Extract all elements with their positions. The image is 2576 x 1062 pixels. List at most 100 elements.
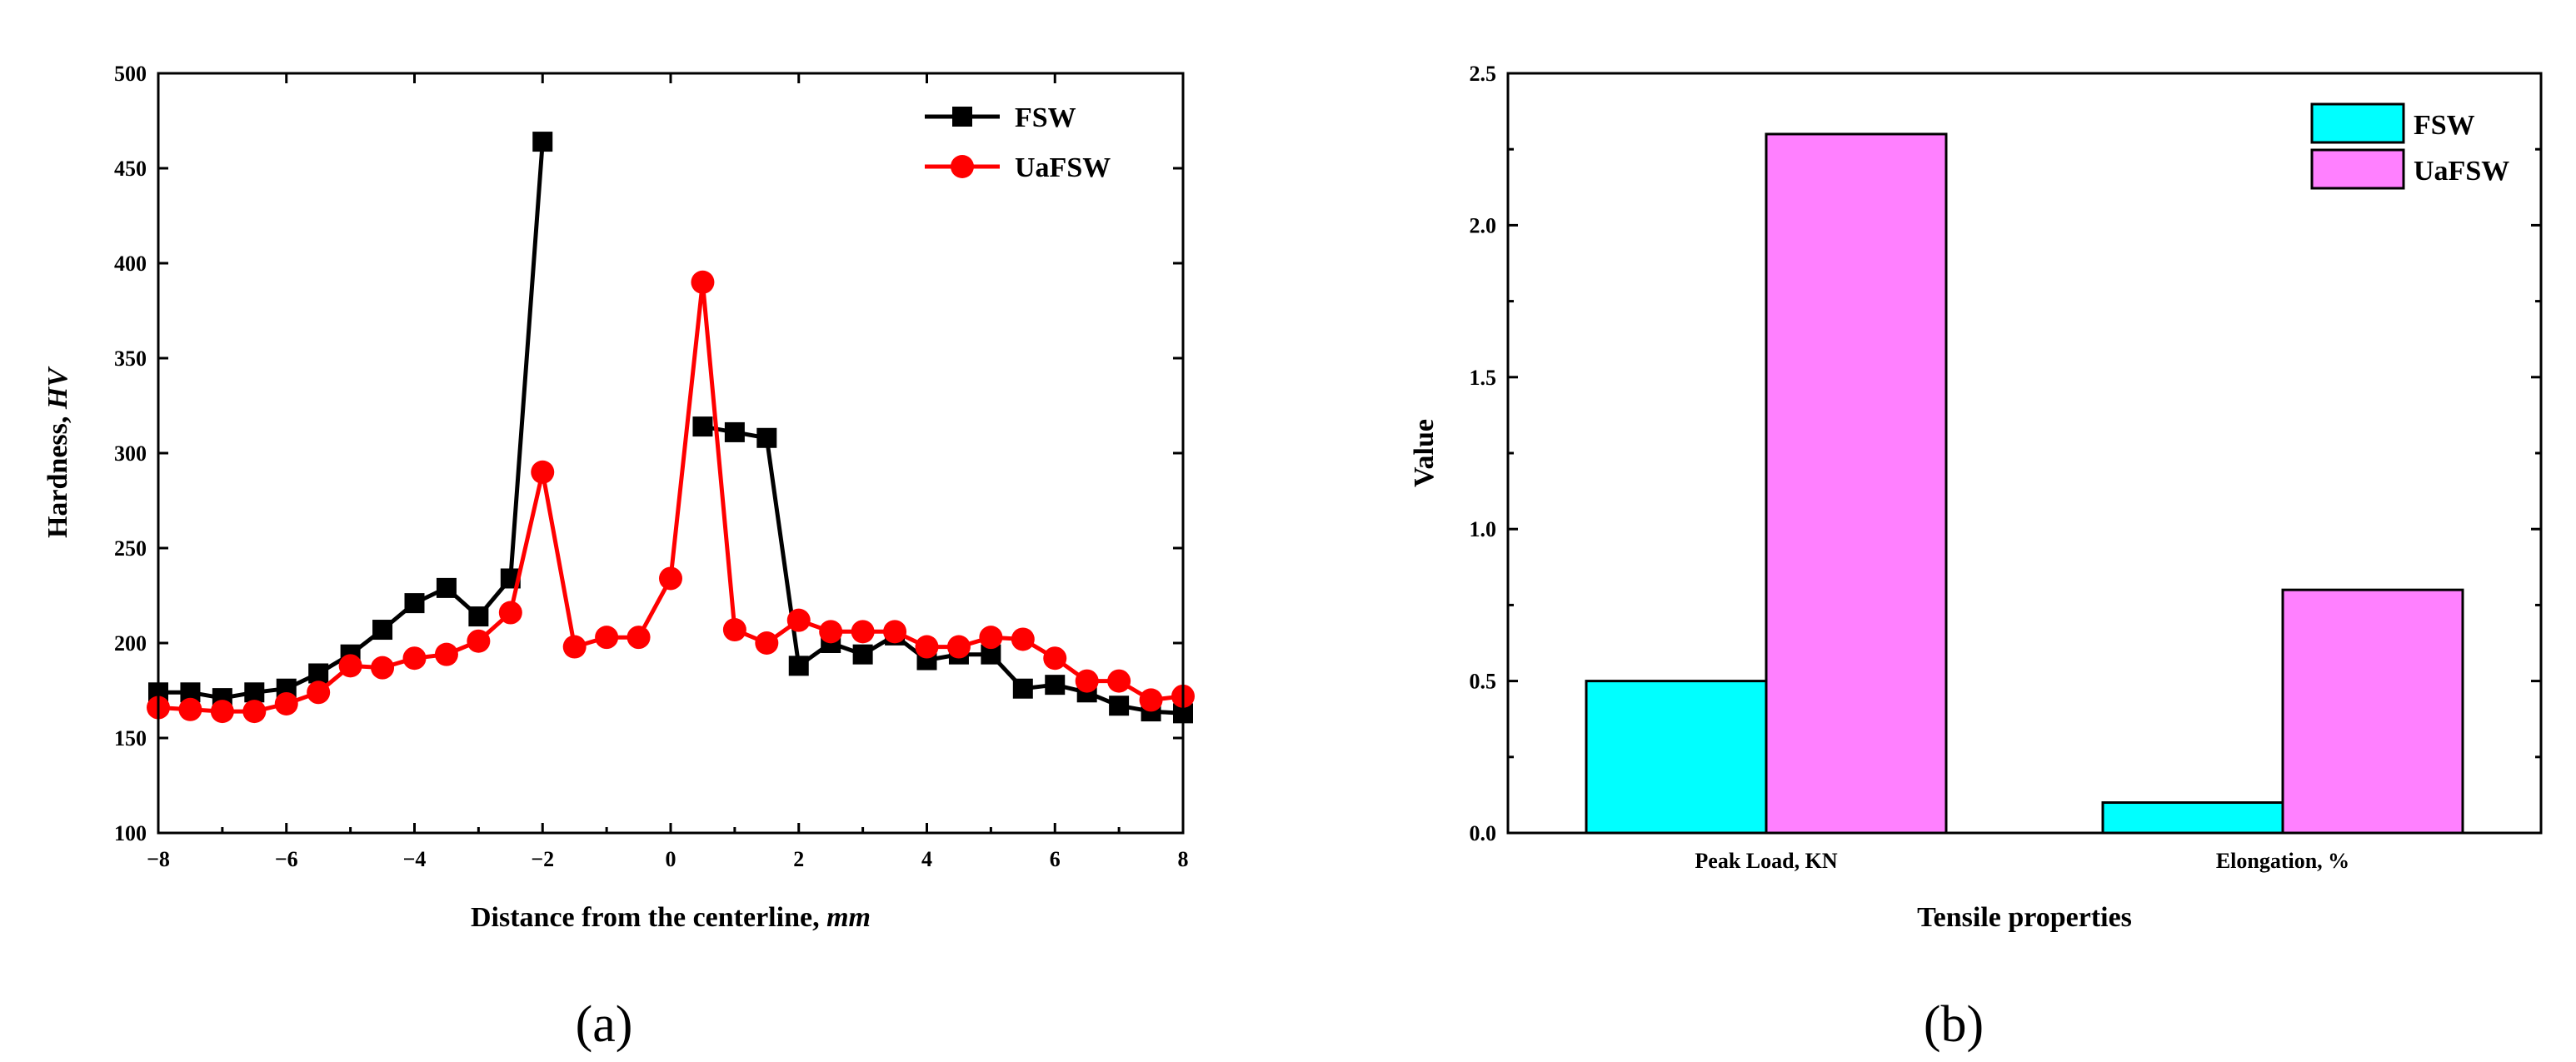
series-fsw bbox=[148, 132, 1193, 724]
y-tick-label: 100 bbox=[114, 821, 147, 845]
series-line bbox=[701, 424, 1184, 715]
legend-marker bbox=[951, 155, 974, 178]
legend-label: UaFSW bbox=[1015, 152, 1111, 183]
data-point bbox=[851, 620, 875, 644]
data-point bbox=[1043, 646, 1067, 671]
bar-uafsw bbox=[2281, 588, 2464, 835]
y-tick-label: 500 bbox=[114, 62, 147, 86]
x-tick-label: −2 bbox=[531, 847, 554, 871]
data-point bbox=[532, 132, 553, 152]
legend-label: UaFSW bbox=[2414, 156, 2509, 187]
data-point bbox=[786, 608, 811, 632]
data-point bbox=[468, 606, 489, 627]
data-point bbox=[724, 421, 745, 442]
bar-fsw bbox=[2101, 801, 2284, 835]
y-tick-label: 150 bbox=[114, 726, 147, 750]
y-tick-label: 350 bbox=[114, 347, 147, 371]
data-point bbox=[531, 460, 555, 484]
y-tick-label: 0.0 bbox=[1470, 821, 1497, 845]
y-axis-label: Hardness, HV bbox=[42, 366, 73, 538]
y-tick-label: 250 bbox=[114, 536, 147, 561]
y-tick-label: 2.5 bbox=[1470, 62, 1497, 86]
y-tick-label: 450 bbox=[114, 157, 147, 181]
data-point bbox=[210, 700, 234, 724]
y-tick-label: 300 bbox=[114, 441, 147, 466]
x-tick-label: 6 bbox=[1050, 847, 1061, 871]
x-tick-label: Elongation, % bbox=[2216, 849, 2349, 873]
y-axis-label-unit: HV bbox=[42, 366, 73, 410]
y-axis-label: Value bbox=[1409, 419, 1440, 487]
data-point bbox=[883, 620, 907, 644]
data-point bbox=[852, 644, 873, 665]
data-point bbox=[788, 656, 809, 676]
data-point bbox=[498, 601, 522, 625]
x-tick-label: 0 bbox=[666, 847, 676, 871]
data-point bbox=[915, 635, 939, 659]
legend-swatch bbox=[2310, 102, 2405, 144]
data-point bbox=[691, 270, 715, 294]
legend-marker bbox=[952, 107, 972, 127]
x-axis-label-text: Distance from the centerline, bbox=[471, 902, 826, 933]
legend-entry: UaFSW bbox=[2310, 148, 2509, 190]
plot-frame bbox=[1506, 72, 2543, 835]
plot-frame bbox=[157, 72, 1185, 835]
legend-label: FSW bbox=[2414, 110, 2475, 141]
data-point bbox=[244, 682, 265, 703]
y-axis-label-text: Hardness, bbox=[42, 409, 73, 538]
legend-swatch bbox=[2310, 148, 2405, 190]
data-point bbox=[627, 626, 651, 650]
data-point bbox=[372, 620, 393, 641]
y-tick-label: 2.0 bbox=[1470, 213, 1497, 237]
data-point bbox=[178, 697, 202, 721]
series-uafsw bbox=[147, 270, 1195, 724]
data-point bbox=[1011, 627, 1035, 651]
panel-label: (a) bbox=[576, 996, 633, 1053]
y-tick-label: 1.0 bbox=[1470, 517, 1497, 541]
y-tick-label: 400 bbox=[114, 252, 147, 276]
data-point bbox=[308, 663, 329, 684]
panel-label: (b) bbox=[1924, 996, 1984, 1053]
x-tick-label: Peak Load, KN bbox=[1695, 849, 1837, 873]
bar-fsw bbox=[1585, 680, 1768, 835]
data-point bbox=[755, 631, 779, 655]
x-tick-label: −8 bbox=[147, 847, 170, 871]
data-point bbox=[756, 427, 777, 448]
x-axis-label-unit: mm bbox=[826, 902, 871, 933]
data-point bbox=[1075, 669, 1099, 693]
x-axis-label: Distance from the centerline, mm bbox=[471, 902, 871, 933]
y-tick-label: 200 bbox=[114, 631, 147, 656]
bar-uafsw bbox=[1765, 132, 1948, 835]
legend-label: FSW bbox=[1015, 102, 1076, 133]
x-axis-label: Tensile properties bbox=[1917, 902, 2132, 933]
data-point bbox=[659, 566, 682, 591]
data-point bbox=[404, 593, 425, 614]
data-point bbox=[242, 700, 267, 724]
x-tick-label: 4 bbox=[921, 847, 932, 871]
data-point bbox=[371, 656, 395, 680]
y-tick-label: 0.5 bbox=[1470, 670, 1497, 694]
data-point bbox=[595, 626, 619, 650]
data-point bbox=[274, 691, 298, 715]
legend-entry: FSW bbox=[2310, 102, 2475, 144]
data-point bbox=[1109, 696, 1130, 716]
data-point bbox=[979, 626, 1003, 650]
data-point bbox=[436, 577, 457, 598]
data-point bbox=[402, 646, 427, 671]
data-point bbox=[338, 654, 362, 678]
data-point bbox=[722, 618, 746, 642]
x-tick-label: −6 bbox=[275, 847, 298, 871]
y-tick-label: 1.5 bbox=[1470, 366, 1497, 390]
tensile-chart: 0.0 0.5 1.0 1.5 2.0 2.5 Peak Load, KN Elongatio… bbox=[1409, 62, 2543, 1053]
data-point bbox=[562, 635, 587, 659]
data-point bbox=[819, 620, 843, 644]
data-point bbox=[467, 629, 491, 653]
legend-entry: FSW bbox=[925, 102, 1076, 133]
x-tick-label: 2 bbox=[793, 847, 804, 871]
data-point bbox=[1012, 678, 1033, 699]
data-point bbox=[692, 416, 713, 437]
data-point bbox=[434, 642, 458, 666]
hardness-chart: −8 −6 −4 −2 0 2 4 6 8 100 150 200 250 300 350 400 450 500… bbox=[42, 62, 1195, 1053]
data-point bbox=[307, 681, 331, 705]
data-point bbox=[1107, 669, 1131, 693]
